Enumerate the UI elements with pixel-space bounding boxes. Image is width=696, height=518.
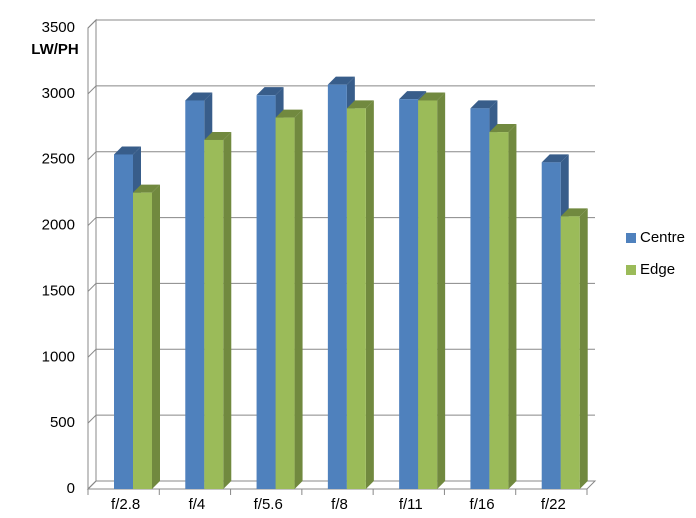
bar-top <box>470 100 498 109</box>
bar-top <box>418 92 446 101</box>
bar-top <box>489 124 517 133</box>
bar <box>399 99 419 489</box>
y-tick-label: 0 <box>67 480 75 497</box>
y-axis-title: LW/PH <box>31 41 79 58</box>
x-tick-label: f/22 <box>541 496 566 513</box>
bar <box>114 154 133 489</box>
bar-side <box>365 100 374 490</box>
bar <box>256 95 276 489</box>
bar <box>560 216 580 489</box>
grid-line <box>87 19 595 29</box>
x-tick-label: f/8 <box>331 496 348 513</box>
x-tick-label: f/4 <box>189 496 206 513</box>
bar <box>204 139 224 489</box>
x-tick-label: f/16 <box>470 496 495 513</box>
bar-top <box>327 76 355 85</box>
bar <box>418 100 438 489</box>
bar <box>470 108 490 490</box>
bar-top <box>275 109 303 118</box>
bar-side <box>579 208 588 489</box>
legend-label: Edge <box>640 261 675 278</box>
bar-top <box>256 87 284 96</box>
x-tick-label: f/11 <box>399 496 423 513</box>
legend-swatch <box>626 265 636 275</box>
legend-swatch <box>626 233 636 243</box>
bar-side <box>152 184 160 489</box>
bar-top <box>560 208 588 217</box>
bar-top <box>541 154 569 163</box>
y-tick-label: 2000 <box>42 217 75 234</box>
bar-top <box>399 91 427 100</box>
y-tick-label: 3000 <box>42 85 75 102</box>
y-tick-label: 3500 <box>42 19 75 36</box>
bar-top <box>185 92 213 101</box>
bar <box>541 162 561 489</box>
x-tick-label: f/2.8 <box>111 496 140 513</box>
bar <box>133 192 152 489</box>
x-tick-label: f/5.6 <box>254 496 283 513</box>
bar <box>346 108 366 490</box>
legend-label: Centre <box>640 229 685 246</box>
bar-side <box>437 92 446 489</box>
bar-side <box>294 109 303 490</box>
bar <box>185 100 205 489</box>
y-tick-label: 2500 <box>42 151 75 168</box>
bar-top <box>114 146 141 155</box>
y-tick-label: 1000 <box>42 348 75 365</box>
y-tick-label: 500 <box>50 414 75 431</box>
bar <box>489 132 509 489</box>
bar-side <box>223 131 232 489</box>
bar <box>327 84 347 489</box>
bar <box>275 117 295 490</box>
grid-line <box>87 85 595 95</box>
bar-top <box>346 100 374 109</box>
bar-top <box>133 184 160 193</box>
bar-side <box>508 124 517 489</box>
y-tick-label: 1500 <box>42 282 75 299</box>
bar-top <box>204 131 232 140</box>
